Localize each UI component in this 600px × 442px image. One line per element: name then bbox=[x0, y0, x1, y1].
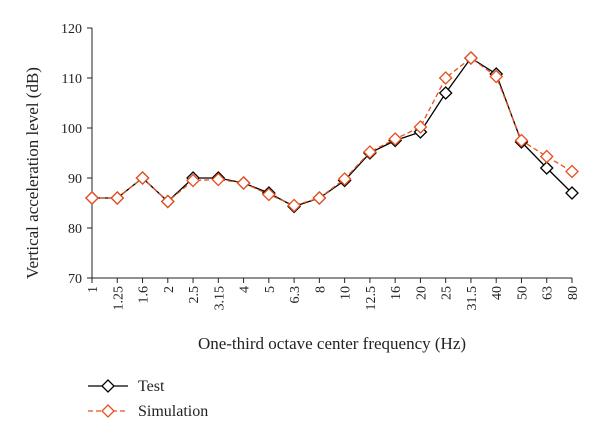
data-point bbox=[489, 69, 504, 84]
x-tick-label: 4 bbox=[238, 286, 253, 293]
series-line bbox=[92, 57, 573, 207]
data-point bbox=[287, 198, 302, 213]
x-tick-label: 50 bbox=[515, 286, 530, 300]
x-tick-label: 2.5 bbox=[187, 286, 202, 304]
data-point bbox=[438, 71, 453, 85]
data-point bbox=[135, 171, 150, 185]
data-point bbox=[362, 145, 377, 159]
legend-item: Test bbox=[88, 378, 165, 395]
legend-marker bbox=[101, 404, 115, 418]
legend-item: Simulation bbox=[88, 403, 208, 420]
x-tick-label: 16 bbox=[389, 286, 404, 300]
data-point bbox=[186, 173, 200, 188]
legend-label: Test bbox=[138, 378, 165, 395]
x-axis-title: One-third octave center frequency (Hz) bbox=[198, 334, 466, 353]
data-point bbox=[211, 172, 226, 187]
x-tick-label: 12.5 bbox=[364, 286, 379, 311]
data-point bbox=[110, 191, 125, 205]
x-tick-label: 6.3 bbox=[288, 286, 303, 304]
data-point bbox=[464, 51, 478, 65]
y-tick-label: 120 bbox=[61, 22, 82, 37]
data-point bbox=[312, 191, 327, 205]
y-tick-label: 80 bbox=[68, 222, 82, 237]
data-point bbox=[337, 172, 352, 186]
x-tick-label: 8 bbox=[313, 286, 328, 293]
y-axis-title: Vertical acceleration level (dB) bbox=[23, 67, 42, 279]
x-tick-label: 10 bbox=[339, 286, 354, 300]
legend-label: Simulation bbox=[138, 403, 208, 420]
x-tick-label: 1 bbox=[86, 286, 101, 293]
x-tick-label: 40 bbox=[490, 286, 505, 300]
data-point bbox=[160, 194, 175, 209]
legend: Test Simulation bbox=[88, 378, 208, 420]
series-layer bbox=[85, 51, 579, 214]
x-axis-ticks: 1 1.25 1.6 2 2.5 3.15 4 5 6.3 8 10 12.5 16 20 25 31.5 40… bbox=[86, 278, 581, 311]
data-point bbox=[539, 149, 554, 164]
x-tick-label: 3.15 bbox=[212, 286, 227, 311]
x-tick-label: 1.6 bbox=[137, 286, 152, 304]
data-point bbox=[438, 86, 453, 100]
y-axis-ticks: 70 80 90 100 110 120 bbox=[61, 22, 92, 287]
data-point bbox=[388, 132, 403, 146]
y-tick-label: 100 bbox=[61, 122, 82, 137]
data-point bbox=[514, 133, 529, 148]
series-line bbox=[92, 57, 573, 208]
y-tick-label: 70 bbox=[68, 272, 82, 287]
y-tick-label: 90 bbox=[68, 172, 82, 187]
data-point bbox=[565, 186, 579, 200]
x-tick-label: 31.5 bbox=[465, 286, 480, 311]
data-point bbox=[85, 191, 99, 205]
x-tick-label: 5 bbox=[263, 286, 278, 293]
legend-marker bbox=[101, 379, 115, 393]
data-point bbox=[413, 120, 428, 134]
y-tick-label: 110 bbox=[62, 72, 82, 87]
x-tick-label: 25 bbox=[440, 286, 455, 300]
x-tick-label: 1.25 bbox=[111, 286, 126, 311]
data-point bbox=[236, 176, 251, 190]
data-point bbox=[261, 187, 276, 202]
data-point bbox=[539, 161, 554, 175]
x-tick-label: 80 bbox=[566, 286, 581, 300]
x-tick-label: 2 bbox=[162, 286, 177, 293]
series-simulation bbox=[85, 51, 579, 213]
data-point bbox=[565, 164, 579, 179]
x-tick-label: 20 bbox=[414, 286, 429, 300]
x-tick-label: 63 bbox=[541, 286, 556, 300]
